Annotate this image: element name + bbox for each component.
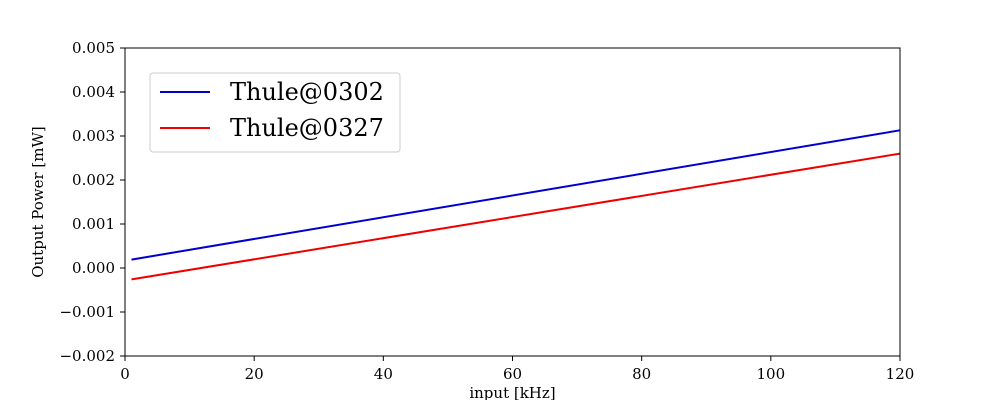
x-tick-label: 120 <box>886 365 915 383</box>
y-tick-label: 0.003 <box>72 127 115 145</box>
y-tick-label: −0.002 <box>59 347 115 365</box>
x-tick-label: 60 <box>503 365 522 383</box>
x-tick-label: 100 <box>757 365 786 383</box>
legend-box <box>149 72 401 153</box>
legend: Thule@0302 Thule@0327 <box>149 72 401 153</box>
y-tick-label: 0.005 <box>72 39 115 57</box>
x-tick-label: 40 <box>374 365 393 383</box>
x-tick-label: 0 <box>120 365 130 383</box>
y-tick-label: −0.001 <box>59 303 115 321</box>
y-axis-label: Output Power [mW] <box>29 126 47 278</box>
plot-lines <box>131 129 901 281</box>
y-tick-label: 0.000 <box>72 259 115 277</box>
legend-label-0: Thule@0302 <box>230 78 384 106</box>
series-line-1 <box>131 152 901 281</box>
series-line-0 <box>131 129 901 261</box>
x-tick-label: 20 <box>245 365 264 383</box>
y-tick-label: 0.002 <box>72 171 115 189</box>
x-axis-label: input [kHz] <box>469 384 555 400</box>
y-axis: −0.002 −0.001 0.000 0.001 0.002 0.003 0.004 0.0… <box>59 39 125 365</box>
y-tick-label: 0.001 <box>72 215 115 233</box>
y-tick-label: 0.004 <box>72 83 115 101</box>
x-tick-label: 80 <box>632 365 651 383</box>
x-axis: 0 20 40 60 80 100 120 <box>120 356 914 383</box>
legend-label-1: Thule@0327 <box>230 114 384 142</box>
